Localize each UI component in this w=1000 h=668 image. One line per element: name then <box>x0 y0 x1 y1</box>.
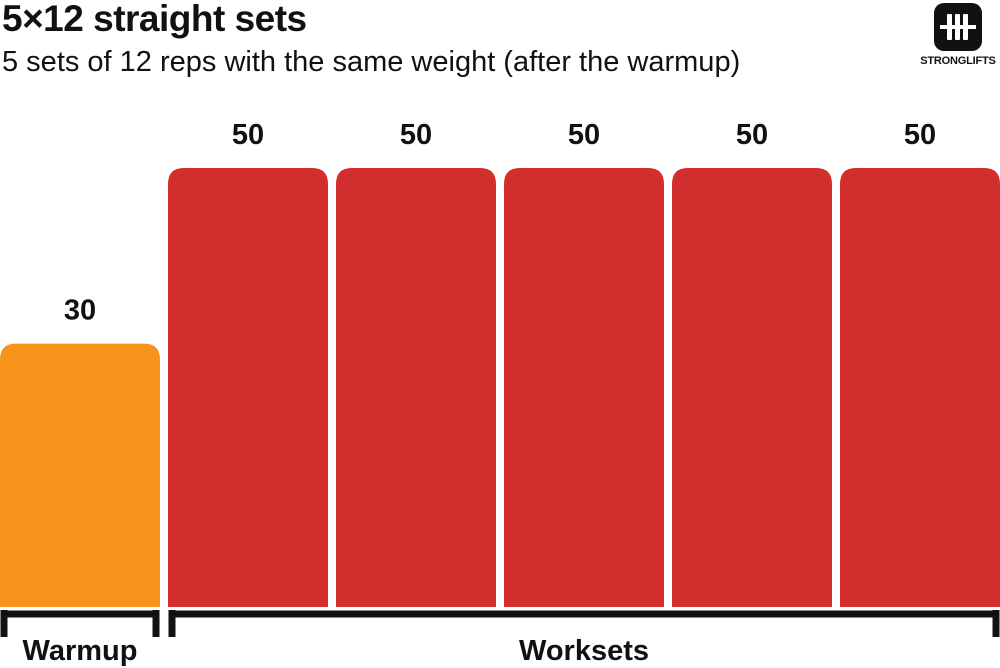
barbell-icon <box>934 3 982 51</box>
brand-name: STRONGLIFTS <box>920 55 996 67</box>
data-label-4: 50 <box>568 119 600 151</box>
group-bracket-warmup <box>0 610 160 637</box>
group-label-warmup: Warmup <box>23 635 138 667</box>
bar-3 <box>336 168 496 607</box>
data-label-6: 50 <box>904 119 936 151</box>
bar-6 <box>840 168 1000 607</box>
data-label-2: 50 <box>232 119 264 151</box>
group-label-worksets: Worksets <box>519 635 649 667</box>
bar-4 <box>504 168 664 607</box>
bar-1 <box>0 343 160 607</box>
chart-title: 5×12 straight sets <box>2 0 307 39</box>
data-label-1: 30 <box>64 295 96 327</box>
data-label-3: 50 <box>400 119 432 151</box>
stronglifts-logo: STRONGLIFTS <box>914 3 1000 73</box>
chart-subtitle: 5 sets of 12 reps with the same weight (… <box>2 46 741 78</box>
group-bracket-worksets <box>168 610 1000 637</box>
bar-5 <box>672 168 832 607</box>
bar-2 <box>168 168 328 607</box>
data-label-5: 50 <box>736 119 768 151</box>
